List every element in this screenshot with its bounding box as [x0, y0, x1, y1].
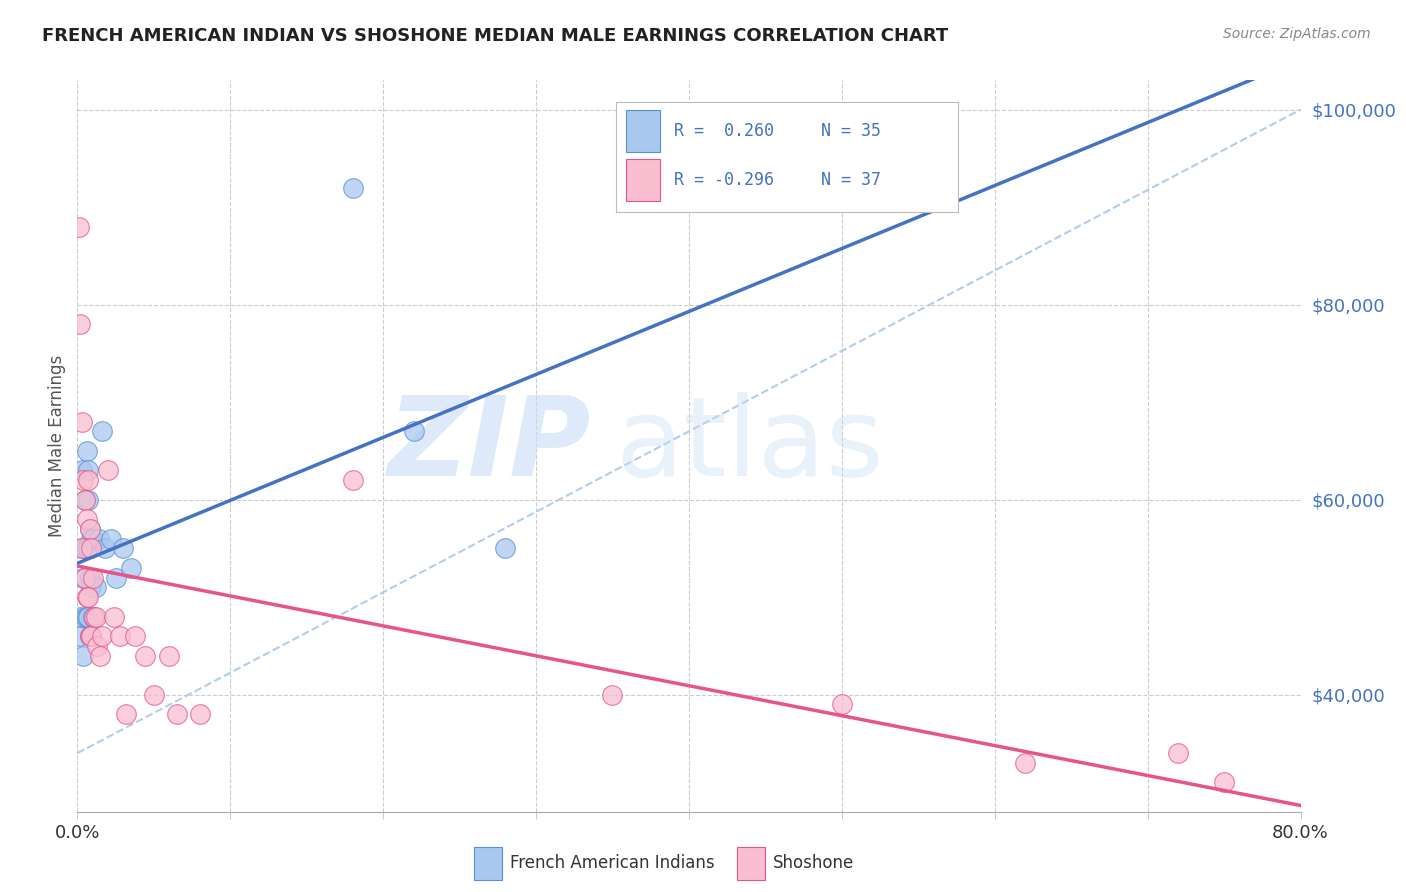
Text: ZIP: ZIP [388, 392, 591, 500]
Point [1167, 746, 1189, 760]
Point [76, 590, 98, 604]
Point [73, 492, 96, 507]
Point [72, 648, 94, 663]
Point [83, 609, 105, 624]
Point [77, 473, 100, 487]
Point [82, 609, 104, 624]
Point [342, 180, 364, 194]
Point [70, 541, 93, 556]
Point [97, 463, 120, 477]
Point [77, 492, 100, 507]
Point [77, 590, 100, 604]
Point [831, 698, 853, 712]
Point [73, 609, 96, 624]
Point [77, 463, 100, 477]
Point [89, 648, 111, 663]
Point [69, 609, 91, 624]
Point [134, 648, 156, 663]
Point [1014, 756, 1036, 770]
Point [76, 541, 98, 556]
Point [76, 512, 98, 526]
Point [495, 541, 517, 556]
Point [166, 707, 188, 722]
Point [80, 532, 103, 546]
Point [67, 219, 90, 234]
Point [108, 629, 131, 643]
Text: FRENCH AMERICAN INDIAN VS SHOSHONE MEDIAN MALE EARNINGS CORRELATION CHART: FRENCH AMERICAN INDIAN VS SHOSHONE MEDIA… [42, 27, 949, 45]
Point [82, 532, 104, 546]
Point [73, 571, 96, 585]
Point [77, 541, 100, 556]
Point [80, 629, 103, 643]
Y-axis label: Median Male Earnings: Median Male Earnings [48, 355, 66, 537]
Point [157, 648, 180, 663]
Point [188, 707, 211, 722]
Point [70, 541, 93, 556]
Point [342, 473, 364, 487]
Bar [737, 847, 765, 880]
Point [67, 629, 90, 643]
Bar [474, 847, 502, 880]
Point [142, 688, 165, 702]
Point [69, 317, 91, 331]
Point [70, 415, 93, 429]
Point [100, 532, 122, 546]
Point [103, 609, 125, 624]
Point [80, 629, 103, 643]
Point [73, 541, 96, 556]
Point [120, 561, 142, 575]
Point [79, 629, 101, 643]
Point [94, 541, 117, 556]
Point [80, 541, 103, 556]
Point [87, 532, 110, 546]
Point [79, 571, 101, 585]
Point [76, 443, 98, 458]
Point [72, 571, 94, 585]
Point [115, 707, 138, 722]
Point [90, 629, 112, 643]
Point [90, 425, 112, 439]
Point [82, 571, 104, 585]
Point [73, 492, 96, 507]
Point [402, 425, 425, 439]
Text: Shoshone: Shoshone [773, 854, 853, 872]
Point [76, 609, 98, 624]
Point [79, 629, 101, 643]
Text: atlas: atlas [616, 392, 884, 500]
Point [70, 463, 93, 477]
Point [84, 609, 107, 624]
Point [86, 639, 108, 653]
Text: French American Indians: French American Indians [509, 854, 714, 872]
Point [112, 541, 135, 556]
Point [72, 473, 94, 487]
Text: Source: ZipAtlas.com: Source: ZipAtlas.com [1223, 27, 1371, 41]
Point [104, 571, 127, 585]
Point [77, 609, 100, 624]
Point [124, 629, 146, 643]
Point [602, 688, 624, 702]
Point [1213, 775, 1236, 789]
Point [79, 522, 101, 536]
Point [84, 581, 107, 595]
Point [79, 522, 101, 536]
Point [80, 581, 103, 595]
